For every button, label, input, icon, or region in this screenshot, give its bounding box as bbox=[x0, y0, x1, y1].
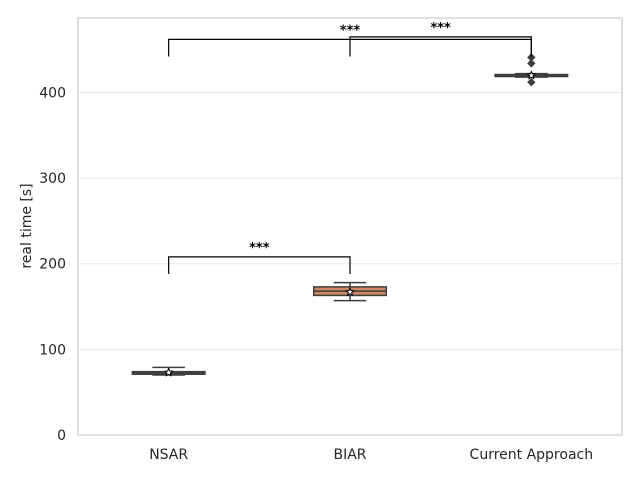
outlier-2 bbox=[527, 59, 536, 68]
significance-bracket-1: *** bbox=[168, 241, 351, 275]
y-tick-label-400: 400 bbox=[39, 85, 66, 101]
bracket-line bbox=[168, 256, 351, 275]
x-tick-label-1: NSAR bbox=[149, 447, 188, 463]
plot-frame bbox=[77, 17, 623, 436]
y-axis-label: real time [s] bbox=[19, 183, 35, 268]
y-tick-label-100: 100 bbox=[39, 342, 66, 358]
significance-bracket-3: *** bbox=[349, 21, 532, 57]
y-tick-label-300: 300 bbox=[39, 171, 66, 187]
box-2 bbox=[312, 281, 388, 302]
bracket-line bbox=[349, 36, 532, 57]
significance-label: *** bbox=[340, 23, 361, 38]
mean-marker bbox=[163, 367, 174, 377]
outlier-3 bbox=[527, 53, 536, 62]
box-3 bbox=[494, 53, 569, 87]
mean-marker bbox=[526, 70, 537, 80]
y-tick-labels: 0 100 200 300 400 bbox=[39, 85, 66, 444]
box-1 bbox=[131, 366, 206, 377]
y-tick-label-200: 200 bbox=[39, 257, 66, 273]
x-tick-labels: NSAR BIAR Current Approach bbox=[149, 447, 593, 463]
boxes bbox=[131, 53, 569, 377]
significance-label: *** bbox=[249, 241, 270, 256]
outlier-1 bbox=[527, 78, 536, 87]
plot-background bbox=[78, 18, 622, 435]
x-tick-label-3: Current Approach bbox=[470, 447, 594, 463]
y-tick-label-0: 0 bbox=[57, 428, 66, 444]
significance-brackets: *** *** *** bbox=[168, 21, 532, 275]
significance-label: *** bbox=[430, 21, 451, 36]
mean-marker bbox=[344, 286, 356, 297]
x-tick-label-2: BIAR bbox=[333, 447, 366, 463]
